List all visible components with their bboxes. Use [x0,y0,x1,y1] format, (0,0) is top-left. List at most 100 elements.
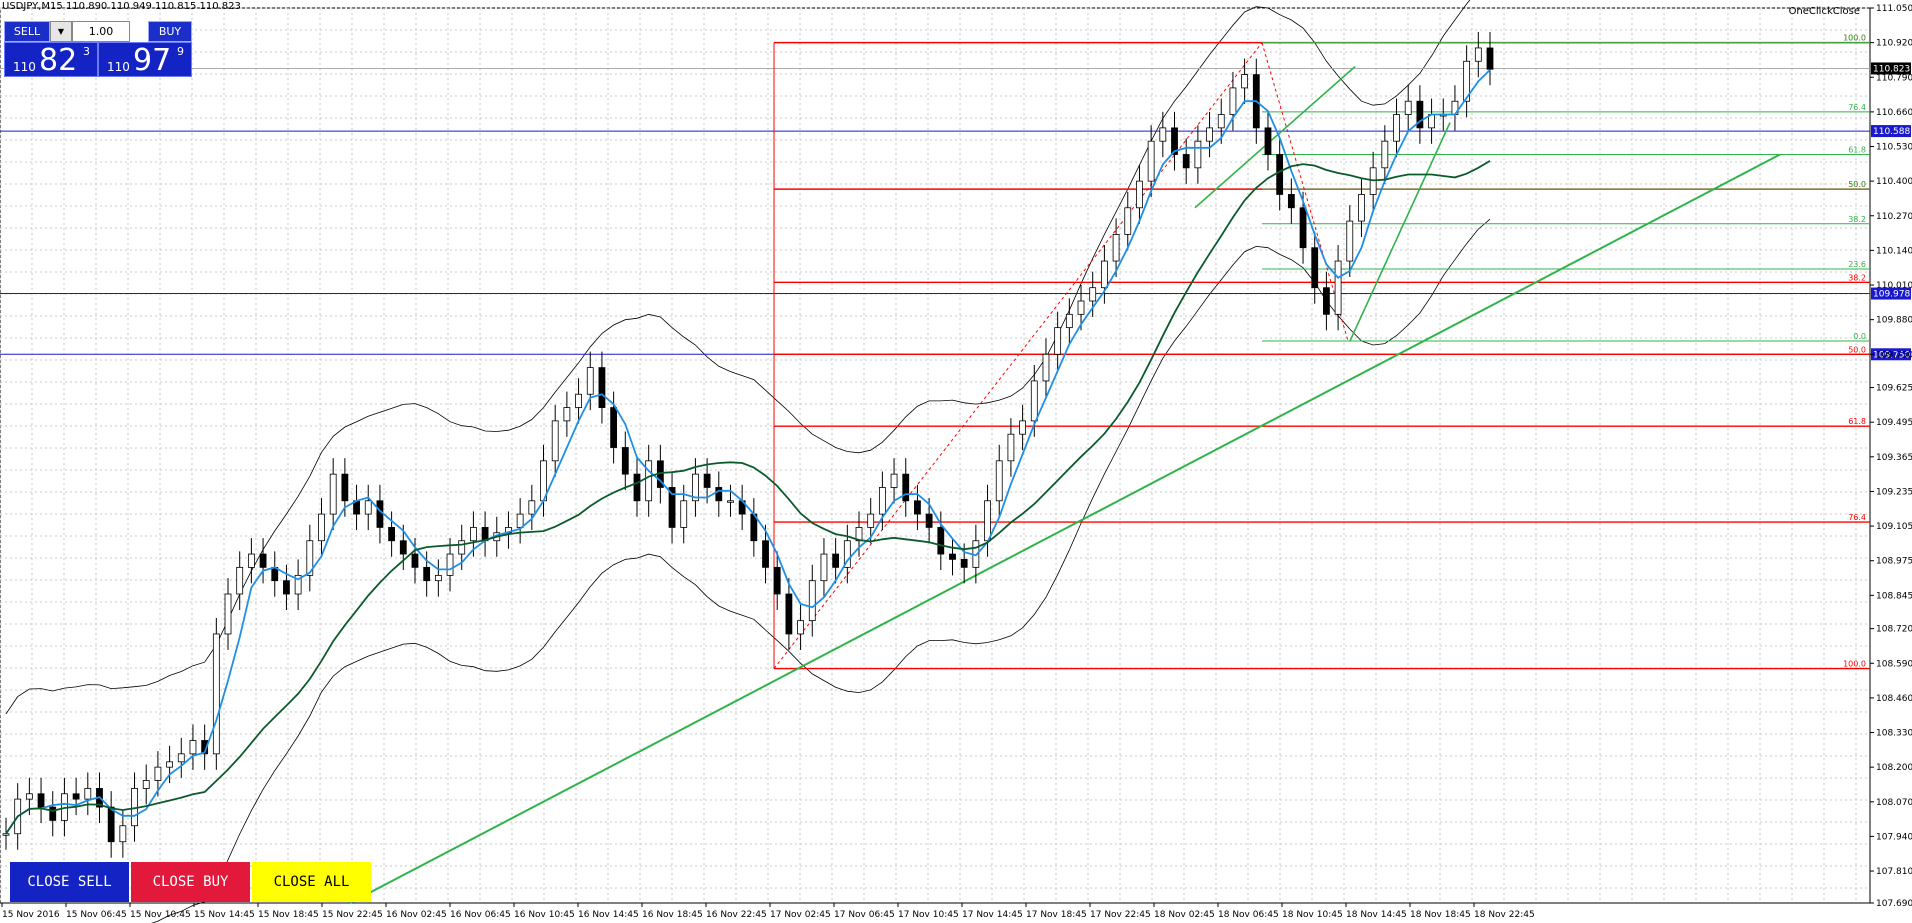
candle-body [376,500,384,528]
candle-body [72,793,80,800]
candle-body [1404,100,1412,115]
time-tick-label: 18 Nov 22:45 [1474,910,1535,920]
time-tick-label: 17 Nov 18:45 [1026,910,1087,920]
candle-body [142,780,150,789]
buy-button[interactable]: BUY [148,21,192,42]
fib-green-label: 50.0 [1848,180,1866,189]
close-sell-button[interactable]: CLOSE SELL [10,862,129,902]
candle-body [1323,287,1330,315]
candle-body [890,473,898,488]
time-tick-label: 18 Nov 18:45 [1410,910,1471,920]
fib-red-label: 61.8 [1848,417,1866,426]
candle-body [1217,114,1225,129]
candle-body [1042,353,1050,382]
price-tick-label: 109.105 [1876,522,1912,532]
price-tick-label: 107.810 [1876,867,1912,877]
candle-body [563,407,571,422]
candle-body [1147,140,1155,182]
brand-label: OneClickClose [1788,6,1860,17]
price-tick-label: 110.530 [1876,143,1912,153]
candle-body [2,833,10,836]
fib-red-label: 50.0 [1848,345,1866,354]
candle-body [329,473,337,515]
candle-body [247,553,255,568]
level-price-tag [1871,125,1911,138]
trend-line-main [349,153,1781,904]
candle-body [25,793,33,800]
candle-body [236,566,244,595]
fibonacci-levels: 100.050.038.250.061.876.4100.0100.076.46… [773,34,1870,670]
sell-button[interactable]: SELL [4,21,50,42]
candle-body [411,553,419,568]
candle-body [154,766,162,781]
price-tick-label: 109.365 [1876,453,1912,463]
trend-line-recovery [1349,122,1451,342]
time-tick-label: 16 Nov 02:45 [386,910,447,920]
time-tick-label: 17 Nov 22:45 [1090,910,1151,920]
candle-body [1264,127,1272,155]
candle-body [470,527,477,542]
time-axis: 15 Nov 2016 15 Nov 06:45 15 Nov 10:45 15 No… [1,903,1535,920]
candle-body [867,513,875,528]
candle-body [692,473,699,502]
price-tick-label: 108.590 [1876,659,1912,669]
candle-body [224,593,232,635]
time-tick-label: 17 Nov 10:45 [898,910,959,920]
price-tick-label: 108.975 [1876,557,1912,567]
level-price-tag [1871,348,1911,361]
candle-body [1474,47,1482,62]
candle-body [434,574,442,582]
candle-body [914,500,921,515]
candle-body [1030,380,1038,422]
lot-size-input[interactable]: 1.00 [72,21,130,42]
price-tick-label: 108.720 [1876,625,1912,635]
candle-body [1381,140,1389,169]
candle-body [212,633,220,755]
candle-body [1463,60,1471,102]
time-tick-label: 17 Nov 06:45 [834,910,895,920]
candle-body [1287,194,1295,209]
fib-red-label: 100.0 [1843,34,1866,43]
price-tick-label: 109.880 [1876,316,1912,326]
time-tick-label: 16 Nov 14:45 [578,910,639,920]
time-tick-label: 18 Nov 02:45 [1154,910,1215,920]
candle-body [960,558,968,568]
candle-body [1112,234,1120,262]
time-tick-label: 15 Nov 22:45 [322,910,383,920]
candle-body [423,566,431,582]
time-tick-label: 15 Nov 06:45 [66,910,127,920]
candle-body [808,580,816,622]
fib-red-label: 76.4 [1848,513,1866,522]
sell-quote[interactable]: 110 82 3 [4,42,98,78]
candle-body [341,473,349,502]
price-tick-label: 108.460 [1876,694,1912,704]
candle-body [528,500,536,515]
candle-body [1065,313,1073,329]
candle-body [364,500,372,515]
candle-body [306,540,314,576]
close-buy-button[interactable]: CLOSE BUY [131,862,250,902]
candle-body [727,500,734,503]
candle-body [294,574,302,595]
candle-body [1334,260,1342,315]
sell-quote-sup: 3 [83,45,90,58]
close-all-button[interactable]: CLOSE ALL [252,862,371,902]
time-tick-label: 15 Nov 18:45 [258,910,319,920]
fib-green-label: 100.0 [1843,34,1866,43]
price-tick-label: 110.010 [1876,281,1912,291]
current-price-label: 110.823 [1873,64,1910,74]
candle-body [1124,207,1132,235]
level-price-label: 109.750 [1873,350,1910,360]
candle-body [878,487,886,515]
fib-green-label: 61.8 [1848,146,1866,155]
moving-averages [5,69,1491,835]
candle-body [773,566,781,595]
candle-body [937,527,945,555]
lot-dropdown-icon[interactable]: ▼ [50,21,72,42]
candle-body [458,540,466,555]
time-tick-label: 16 Nov 22:45 [706,910,767,920]
buy-quote[interactable]: 110 97 9 [98,42,192,78]
candle-body [1393,114,1400,142]
candle-body [1276,154,1284,195]
